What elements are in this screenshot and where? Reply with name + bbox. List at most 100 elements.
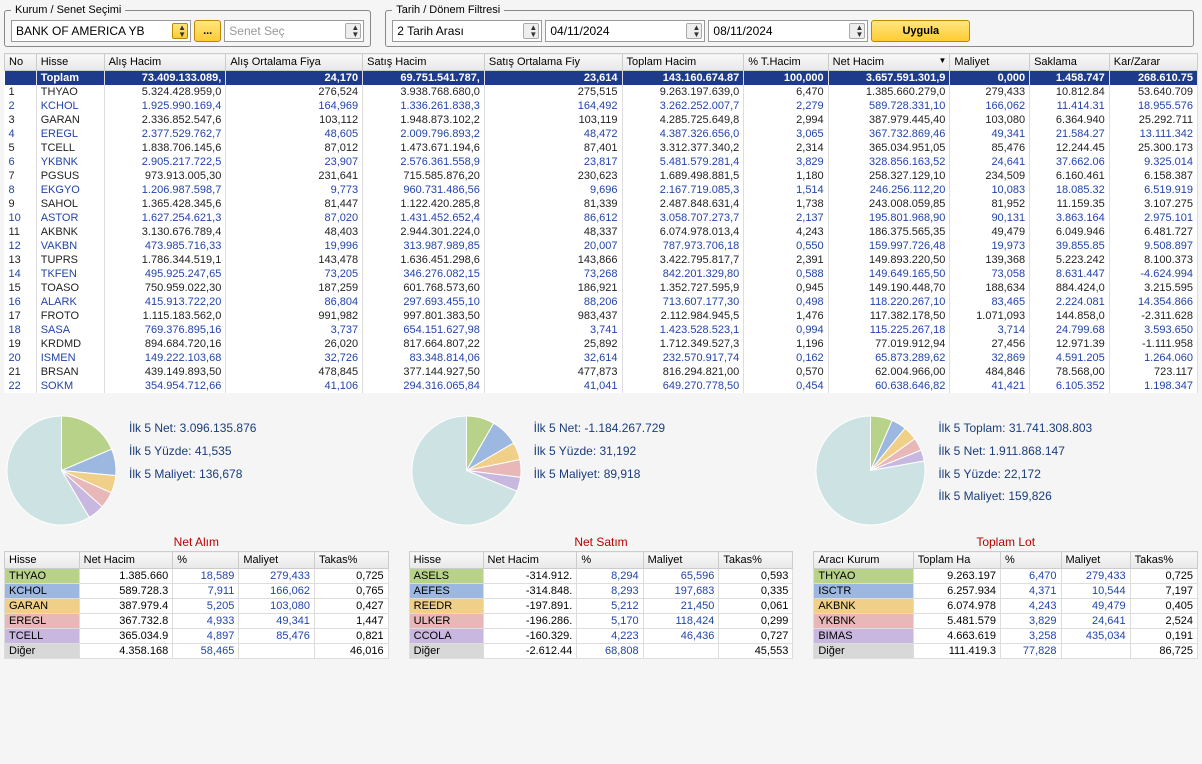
table-row[interactable]: 1THYAO5.324.428.959,0276,5243.938.768.68… xyxy=(5,85,1198,99)
cell: 18 xyxy=(5,323,37,337)
cell: 24.799.68 xyxy=(1030,323,1110,337)
mini-row[interactable]: THYAO9.263.1976,470279,4330,725 xyxy=(814,569,1198,584)
cell: 19,973 xyxy=(950,239,1030,253)
kurum-select[interactable]: BANK OF AMERICA YB▲▼ xyxy=(11,20,191,42)
mini-col-header[interactable]: Takas% xyxy=(314,552,388,569)
col-header[interactable]: Satış Ortalama Fiy xyxy=(484,54,622,71)
mini-col-header[interactable]: % xyxy=(173,552,239,569)
col-header[interactable]: Maliyet xyxy=(950,54,1030,71)
senet-select[interactable]: Senet Seç▲▼ xyxy=(224,20,364,42)
main-table: NoHisseAlış HacimAlış Ortalama FiyaSatış… xyxy=(4,53,1198,393)
cell: 26,020 xyxy=(226,337,363,351)
mini-cell: -160.329. xyxy=(483,629,577,644)
mini-row[interactable]: YKBNK5.481.5793,82924,6412,524 xyxy=(814,614,1198,629)
mini-row[interactable]: THYAO1.385.66018,589279,4330,725 xyxy=(5,569,389,584)
kurum-fieldset: Kurum / Senet Seçimi BANK OF AMERICA YB▲… xyxy=(4,4,371,47)
table-row[interactable]: 3GARAN2.336.852.547,6103,1121.948.873.10… xyxy=(5,113,1198,127)
col-header[interactable]: Hisse xyxy=(36,54,104,71)
period-select[interactable]: 2 Tarih Arası▲▼ xyxy=(392,20,542,42)
mini-col-header[interactable]: Net Hacim xyxy=(483,552,577,569)
mini-row[interactable]: REEDR-197.891.5,21221,4500,061 xyxy=(409,599,793,614)
table-row[interactable]: 6YKBNK2.905.217.722,523,9072.576.361.558… xyxy=(5,155,1198,169)
mini-row[interactable]: CCOLA-160.329.4,22346,4360,727 xyxy=(409,629,793,644)
table-row[interactable]: 18SASA769.376.895,163,737654.151.627,983… xyxy=(5,323,1198,337)
mini-row[interactable]: ULKER-196.286.5,170118,4240,299 xyxy=(409,614,793,629)
mini-col-header[interactable]: Maliyet xyxy=(643,552,719,569)
date1-input[interactable]: 04/11/2024▲▼ xyxy=(545,20,705,42)
mini-col-header[interactable]: Hisse xyxy=(5,552,80,569)
table-row[interactable]: 17FROTO1.115.183.562,0991,982997.801.383… xyxy=(5,309,1198,323)
mini-row[interactable]: TCELL365.034.94,89785,4760,821 xyxy=(5,629,389,644)
mini-cell: -314.912. xyxy=(483,569,577,584)
cell: 41,041 xyxy=(484,379,622,393)
mini-row[interactable]: KCHOL589.728.37,911166,0620,765 xyxy=(5,584,389,599)
mini-row[interactable]: BIMAS4.663.6193,258435,0340,191 xyxy=(814,629,1198,644)
col-header[interactable]: Toplam Hacim xyxy=(622,54,744,71)
mini-cell: 5,205 xyxy=(173,599,239,614)
table-row[interactable]: 5TCELL1.838.706.145,687,0121.473.671.194… xyxy=(5,141,1198,155)
mini-col-header[interactable]: Net Hacim xyxy=(79,552,173,569)
mini-row[interactable]: EREGL367.732.84,93349,3411,447 xyxy=(5,614,389,629)
mini-col-header[interactable]: Aracı Kurum xyxy=(814,552,913,569)
col-header[interactable]: % T.Hacim xyxy=(744,54,828,71)
cell: 4,243 xyxy=(744,225,828,239)
col-header[interactable]: Net Hacim xyxy=(828,54,950,71)
table-row[interactable]: 14TKFEN495.925.247,6573,205346.276.082,1… xyxy=(5,267,1198,281)
mini-row[interactable]: AKBNK6.074.9784,24349,4790,405 xyxy=(814,599,1198,614)
table-row[interactable]: 16ALARK415.913.722,2086,804297.693.455,1… xyxy=(5,295,1198,309)
cell: 149.222.103,68 xyxy=(104,351,226,365)
cell: PGSUS xyxy=(36,169,104,183)
cell: 3.262.252.007,7 xyxy=(622,99,744,113)
col-header[interactable]: Satış Hacim xyxy=(363,54,485,71)
table-row[interactable]: 10ASTOR1.627.254.621,387,0201.431.452.65… xyxy=(5,211,1198,225)
date2-input[interactable]: 08/11/2024▲▼ xyxy=(708,20,868,42)
table-row[interactable]: 13TUPRS1.786.344.519,1143,4781.636.451.2… xyxy=(5,253,1198,267)
table-row[interactable]: 19KRDMD894.684.720,1626,020817.664.807,2… xyxy=(5,337,1198,351)
mini-row[interactable]: AEFES-314.848.8,293197,6830,335 xyxy=(409,584,793,599)
mini-row[interactable]: Diğer4.358.16858,46546,016 xyxy=(5,644,389,659)
kurum-dots-button[interactable]: ... xyxy=(194,20,221,42)
cell: 6.049.946 xyxy=(1030,225,1110,239)
mini-col-header[interactable]: Takas% xyxy=(1130,552,1197,569)
col-header[interactable]: Kar/Zarar xyxy=(1109,54,1197,71)
table-row[interactable]: 11AKBNK3.130.676.789,448,4032.944.301.22… xyxy=(5,225,1198,239)
cell: -2.311.628 xyxy=(1109,309,1197,323)
cell: TUPRS xyxy=(36,253,104,267)
table-row[interactable]: 8EKGYO1.206.987.598,79,773960.731.486,56… xyxy=(5,183,1198,197)
table-row[interactable]: Toplam73.409.133.089,24,17069.751.541.78… xyxy=(5,71,1198,86)
mini-col-header[interactable]: Toplam Ha xyxy=(913,552,1000,569)
cell: 4.285.725.649,8 xyxy=(622,113,744,127)
table-row[interactable]: 4EREGL2.377.529.762,748,6052.009.796.893… xyxy=(5,127,1198,141)
mini-cell: -197.891. xyxy=(483,599,577,614)
table-row[interactable]: 20ISMEN149.222.103,6832,72683.348.814,06… xyxy=(5,351,1198,365)
mini-row[interactable]: Diğer-2.612.4468,80845,553 xyxy=(409,644,793,659)
col-header[interactable]: Alış Ortalama Fiya xyxy=(226,54,363,71)
col-header[interactable]: No xyxy=(5,54,37,71)
col-header[interactable]: Alış Hacim xyxy=(104,54,226,71)
cell: 12.244.45 xyxy=(1030,141,1110,155)
mini-col-header[interactable]: Takas% xyxy=(719,552,793,569)
mini-col-header[interactable]: Maliyet xyxy=(1061,552,1130,569)
cell: 14.354.866 xyxy=(1109,295,1197,309)
mini-col-header[interactable]: Maliyet xyxy=(239,552,315,569)
mini-col-header[interactable]: % xyxy=(577,552,643,569)
table-row[interactable]: 15TOASO750.959.022,30187,259601.768.573,… xyxy=(5,281,1198,295)
table-row[interactable]: 9SAHOL1.365.428.345,681,4471.122.420.285… xyxy=(5,197,1198,211)
table-row[interactable]: 22SOKM354.954.712,6641,106294.316.065,84… xyxy=(5,379,1198,393)
col-header[interactable]: Saklama xyxy=(1030,54,1110,71)
mini-row[interactable]: ISCTR6.257.9344,37110,5447,197 xyxy=(814,584,1198,599)
mini-row[interactable]: GARAN387.979.45,205103,0800,427 xyxy=(5,599,389,614)
mini-col-header[interactable]: % xyxy=(1001,552,1061,569)
table-row[interactable]: 21BRSAN439.149.893,50478,845377.144.927,… xyxy=(5,365,1198,379)
mini-col-header[interactable]: Hisse xyxy=(409,552,483,569)
cell: 9 xyxy=(5,197,37,211)
cell: 1,514 xyxy=(744,183,828,197)
table-row[interactable]: 2KCHOL1.925.990.169,4164,9691.336.261.83… xyxy=(5,99,1198,113)
mini-row[interactable]: Diğer111.419.377,82886,725 xyxy=(814,644,1198,659)
mini-row[interactable]: ASELS-314.912.8,29465,5960,593 xyxy=(409,569,793,584)
table-row[interactable]: 7PGSUS973.913.005,30231,641715.585.876,2… xyxy=(5,169,1198,183)
mini-label: GARAN xyxy=(5,599,80,614)
apply-button[interactable]: Uygula xyxy=(871,20,970,42)
cell: 187,259 xyxy=(226,281,363,295)
table-row[interactable]: 12VAKBN473.985.716,3319,996313.987.989,8… xyxy=(5,239,1198,253)
